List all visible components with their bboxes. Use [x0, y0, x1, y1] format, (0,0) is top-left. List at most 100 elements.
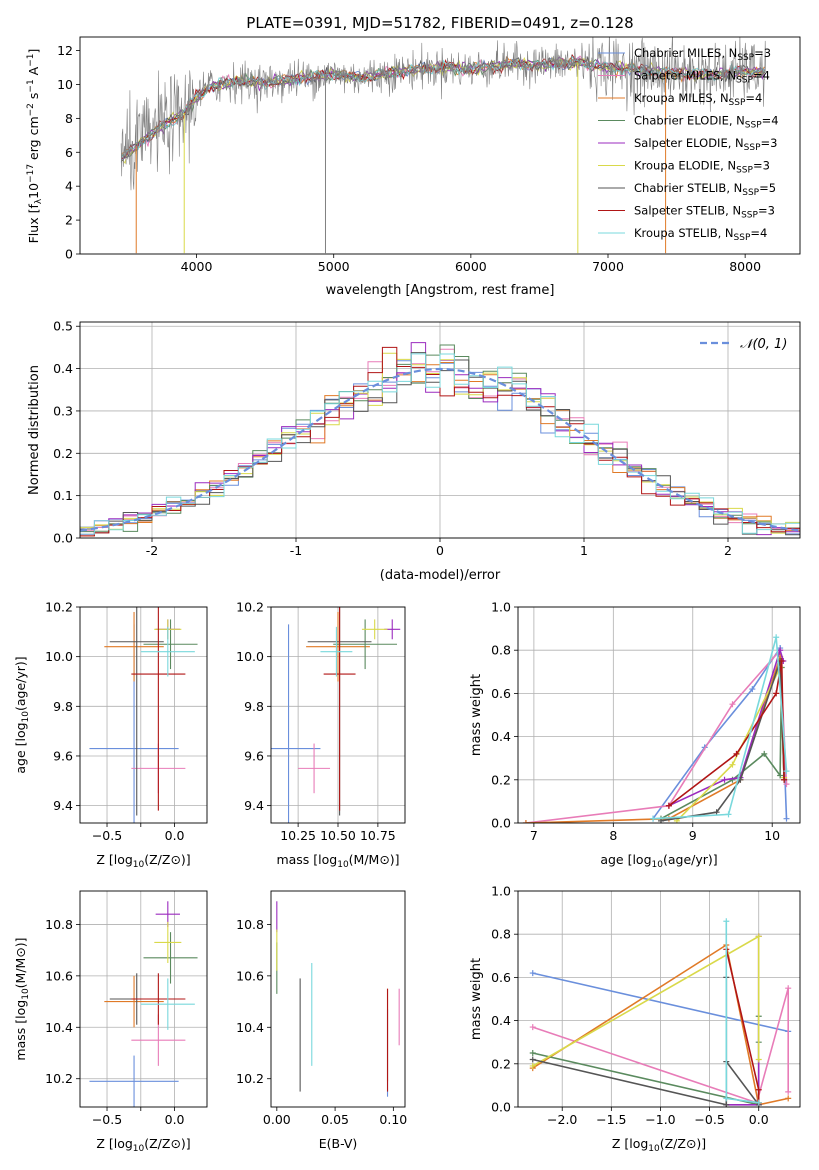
- y-tick-label: 0.0: [53, 531, 73, 546]
- legend-label: Chabrier MILES, NSSP=3: [634, 46, 771, 63]
- x-axis-label: mass [log10(M/M⊙)]: [276, 852, 399, 870]
- spectrum-axes: 4000 5000 6000 7000 8000 0 2 4 6 8 10 12 Chabrier MI…: [26, 36, 801, 298]
- x-tick-label: 10.75: [360, 828, 396, 843]
- x-tick-label: 0.0: [165, 828, 185, 843]
- weight-point-salpeter_miles: [785, 985, 792, 992]
- y-tick-label: 0.3: [53, 403, 73, 418]
- weight-point-salpeter_stelib: [733, 750, 740, 757]
- x-axis-label: Z [log10(Z/Z⊙)]: [96, 852, 190, 870]
- weight-line-chabrier_elodie: [660, 667, 783, 820]
- y-tick-label: 10.6: [236, 968, 264, 983]
- x-tick-label: 0.00: [263, 1112, 291, 1127]
- weight-point-chabrier_elodie: [777, 772, 784, 779]
- y-tick-label: 0: [65, 247, 73, 262]
- weight-line-kroupa_stelib: [652, 636, 788, 820]
- mass_vs_ebv-axes: 0.00 0.05 0.10 10.2 10.4 10.6 10.8 E(B-V): [236, 890, 407, 1151]
- y-axis-label: mass weight: [469, 674, 484, 756]
- x-tick-label: 1: [580, 543, 588, 558]
- legend-label: Kroupa MILES, NSSP=4: [634, 91, 762, 108]
- y-tick-label: 10.6: [45, 968, 73, 983]
- weight-line-kroupa_miles: [532, 943, 789, 1106]
- weight-point-salpeter_miles: [783, 781, 790, 788]
- x-tick-label: 10.50: [320, 828, 356, 843]
- y-tick-label: 10.2: [236, 600, 264, 615]
- age_vs_mass-axes: 10.25 10.50 10.75 9.4 9.6 9.8 10.0 10.2 mass [lo…: [236, 600, 406, 870]
- mass_vs_z-axes: −0.5 0.0 10.2 10.4 10.6 10.8 Z [log10(Z/Z⊙)] ma…: [13, 890, 208, 1154]
- y-tick-label: 10.8: [236, 917, 264, 932]
- x-axis-label: (data-model)/error: [380, 568, 501, 583]
- data-spectrum-line: [120, 37, 766, 191]
- y-tick-label: 10.2: [45, 600, 73, 615]
- weight-point-salpeter_stelib: [773, 690, 780, 697]
- legend-label: Salpeter MILES, NSSP=4: [634, 69, 770, 86]
- legend-label: 𝒩(0, 1): [740, 337, 787, 352]
- y-tick-label: 0.2: [491, 1056, 511, 1071]
- x-axis-label: E(B-V): [319, 1136, 358, 1151]
- x-tick-label: 2: [724, 543, 732, 558]
- y-tick-label: 10.2: [45, 1071, 73, 1086]
- y-tick-label: 0.2: [491, 772, 511, 787]
- y-tick-label: 10.2: [236, 1071, 264, 1086]
- age_vs_z-plot-area: [89, 607, 198, 823]
- mass_vs_ebv-plot-area: [276, 901, 400, 1097]
- y-tick-label: 10.4: [45, 1020, 73, 1035]
- legend-label: Kroupa STELIB, NSSP=4: [634, 226, 767, 243]
- weight-point-chabrier_stelib: [713, 809, 720, 816]
- weight_vs_z-axes: −2.0 −1.5 −1.0 −0.5 0.0 0.0 0.2 0.4 0.6 0.8 1.0 Z […: [469, 884, 801, 1154]
- weight-point-salpeter_miles: [529, 1024, 536, 1031]
- weight-point-kroupa_stelib: [755, 1099, 762, 1106]
- y-tick-label: 0.8: [491, 927, 511, 942]
- weight-point-kroupa_elodie: [755, 1056, 762, 1063]
- x-tick-label: 6000: [455, 259, 487, 274]
- figure-title: PLATE=0391, MJD=51782, FIBERID=0491, z=0…: [246, 14, 633, 32]
- weight_vs_z-plot-area: [529, 918, 792, 1107]
- x-tick-label: 9: [689, 828, 697, 843]
- x-tick-label: 0.10: [379, 1112, 407, 1127]
- weight-point-salpeter_stelib: [781, 776, 788, 783]
- y-tick-label: 0.4: [491, 1013, 511, 1028]
- axes-frame: [517, 606, 801, 824]
- weight-point-kroupa_elodie: [529, 1062, 536, 1069]
- weight-point-kroupa_stelib: [773, 634, 780, 641]
- weight-point-chabrier_elodie: [729, 776, 736, 783]
- y-tick-label: 9.8: [244, 699, 264, 714]
- x-axis-label: Z [log10(Z/Z⊙)]: [96, 1136, 190, 1154]
- x-tick-label: 10.25: [280, 828, 316, 843]
- weight-line-chabrier_stelib: [532, 977, 760, 1106]
- y-tick-label: 9.6: [53, 748, 73, 763]
- weight-point-kroupa_stelib: [723, 1095, 730, 1102]
- axes-frame: [79, 606, 208, 824]
- y-axis-label: mass weight: [469, 958, 484, 1040]
- residuals-axes: -2 -1 0 1 2 0.0 0.1 0.2 0.3 0.4 0.5 𝒩(0, 1) (data-mo…: [27, 319, 801, 583]
- y-axis-label: age [log10(age/yr)]: [13, 656, 31, 773]
- weight-point-salpeter_stelib: [755, 1086, 762, 1093]
- weight-point-kroupa_stelib: [650, 815, 657, 822]
- y-tick-label: 6: [65, 145, 73, 160]
- y-tick-label: 4: [65, 179, 73, 194]
- y-tick-label: 0.4: [53, 361, 73, 376]
- x-tick-label: 4000: [181, 259, 213, 274]
- x-tick-label: −0.5: [694, 1112, 724, 1127]
- mass_vs_z-plot-area: [89, 901, 198, 1107]
- weight-point-salpeter_miles: [785, 1088, 792, 1095]
- y-tick-label: 9.4: [53, 798, 73, 813]
- weight-point-kroupa_stelib: [723, 918, 730, 925]
- x-tick-label: -1: [290, 543, 302, 558]
- x-tick-label: 7000: [592, 259, 624, 274]
- y-tick-label: 10.8: [45, 917, 73, 932]
- x-tick-label: 0: [436, 543, 444, 558]
- y-tick-label: 2: [65, 213, 73, 228]
- x-tick-label: −0.5: [92, 828, 122, 843]
- x-tick-label: 10: [764, 828, 780, 843]
- y-axis-label: mass [log10(M/M⊙)]: [13, 937, 31, 1060]
- x-tick-label: 0.05: [321, 1112, 349, 1127]
- weight-point-chabrier_elodie: [761, 750, 768, 757]
- weight-point-chabrier_stelib: [529, 1056, 536, 1063]
- legend-label: Salpeter ELODIE, NSSP=3: [634, 136, 777, 153]
- spectrum-legend: Chabrier MILES, NSSP=3 Salpeter MILES, NS…: [598, 46, 779, 243]
- weight-point-kroupa_miles: [785, 1095, 792, 1102]
- weight-point-kroupa_stelib: [725, 811, 732, 818]
- weight-point-salpeter_miles: [729, 701, 736, 708]
- y-tick-label: 0.6: [491, 970, 511, 985]
